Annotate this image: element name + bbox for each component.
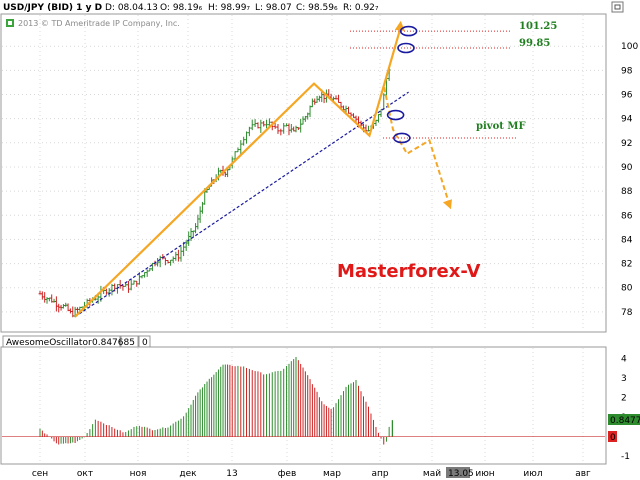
window-restore-button[interactable]: [611, 1, 624, 13]
range-label: R: 0.92₇: [343, 3, 379, 13]
price-tick-label: 80: [621, 284, 633, 294]
time-tick-label: июн: [475, 469, 494, 479]
projection-arrowhead: [442, 199, 452, 210]
time-tick-label: апр: [371, 469, 388, 479]
elliott-wave: [74, 26, 402, 318]
trend-line: [74, 91, 409, 318]
time-tick-label: дек: [179, 469, 197, 479]
time-tick-label: авг: [575, 469, 591, 479]
open-label: O: 98.19₆: [160, 3, 203, 13]
low-label: L: 98.07: [255, 3, 292, 13]
time-tick-label: сен: [32, 469, 48, 479]
price-tick-label: 86: [621, 211, 633, 221]
ao-zero-box: [138, 335, 151, 348]
date-label: D: 08.04.13: [105, 3, 158, 13]
grid: [2, 15, 605, 463]
copyright-text: 2013 © TD Ameritrade IP Company, Inc.: [18, 19, 180, 28]
ao-tick-label: 2: [621, 394, 627, 404]
price-tick-label: 94: [621, 115, 633, 125]
settings-icon[interactable]: [6, 19, 14, 27]
price-axis: 78 80 82 84 86 88 90 92 94 96 98 100: [621, 42, 638, 318]
price-tick-label: 98: [621, 66, 633, 76]
time-tick-label: июл: [523, 469, 542, 479]
time-tick-label: окт: [77, 469, 93, 479]
time-cursor-tag: [446, 467, 470, 478]
ao-name: AwesomeOscillator: [6, 338, 92, 348]
price-tick-label: 84: [621, 235, 633, 245]
ao-name-box[interactable]: [2, 335, 121, 348]
header-bar: [0, 0, 640, 13]
annotations: [74, 20, 516, 318]
time-tick-label: май: [423, 469, 441, 479]
highlight-ellipse: [399, 25, 418, 37]
price-tick-label: 82: [621, 260, 632, 270]
price-panel: [0, 13, 607, 333]
price-tick-label: 78: [621, 308, 633, 318]
highlight-ellipse: [386, 109, 405, 121]
ao-tick-label: 4: [621, 355, 627, 365]
ao-tick-label: 3: [621, 374, 627, 384]
ao-tick-label: -1: [621, 452, 630, 462]
price-tick-label: 90: [621, 163, 633, 173]
ao-zero: 0: [142, 338, 148, 348]
ao-last-tag-text: 0.8477: [610, 416, 640, 426]
symbol-label: USD/JPY (BID) 1 y D: [3, 3, 102, 13]
level-label-99: 99.85: [519, 38, 550, 49]
time-cursor-text: 13.05: [448, 469, 474, 479]
time-tick-label: ноя: [130, 469, 147, 479]
ao-last-tag: [608, 414, 640, 425]
ao-value: 0.847685: [92, 338, 135, 348]
ao-zero-tag-text: 0: [610, 433, 616, 443]
level-label-101: 101.25: [519, 21, 557, 32]
ao-value-box: [120, 335, 139, 348]
price-tick-label: 92: [621, 139, 632, 149]
highlight-ellipse: [393, 132, 411, 144]
projection-path: [383, 87, 450, 204]
restore-icon: [614, 4, 621, 10]
ao-histogram: [39, 357, 394, 445]
time-tick-label: мар: [323, 469, 341, 479]
high-label: H: 98.99₇: [208, 3, 250, 13]
highlight-ellipse: [397, 42, 415, 54]
price-tick-label: 100: [621, 42, 638, 52]
ao-zero-tag: [608, 431, 617, 442]
brand-watermark: Masterforex-V: [337, 261, 481, 282]
price-tick-label: 88: [621, 187, 633, 197]
time-axis: сен окт ноя дек 13 фев мар апр май июн июл авг: [32, 469, 591, 479]
time-tick-label: 13: [226, 469, 237, 479]
price-tick-label: 96: [621, 91, 633, 101]
time-tick-label: фев: [278, 469, 297, 479]
pivot-label: pivot MF: [476, 121, 526, 132]
close-label: C: 98.59₆: [296, 3, 338, 13]
